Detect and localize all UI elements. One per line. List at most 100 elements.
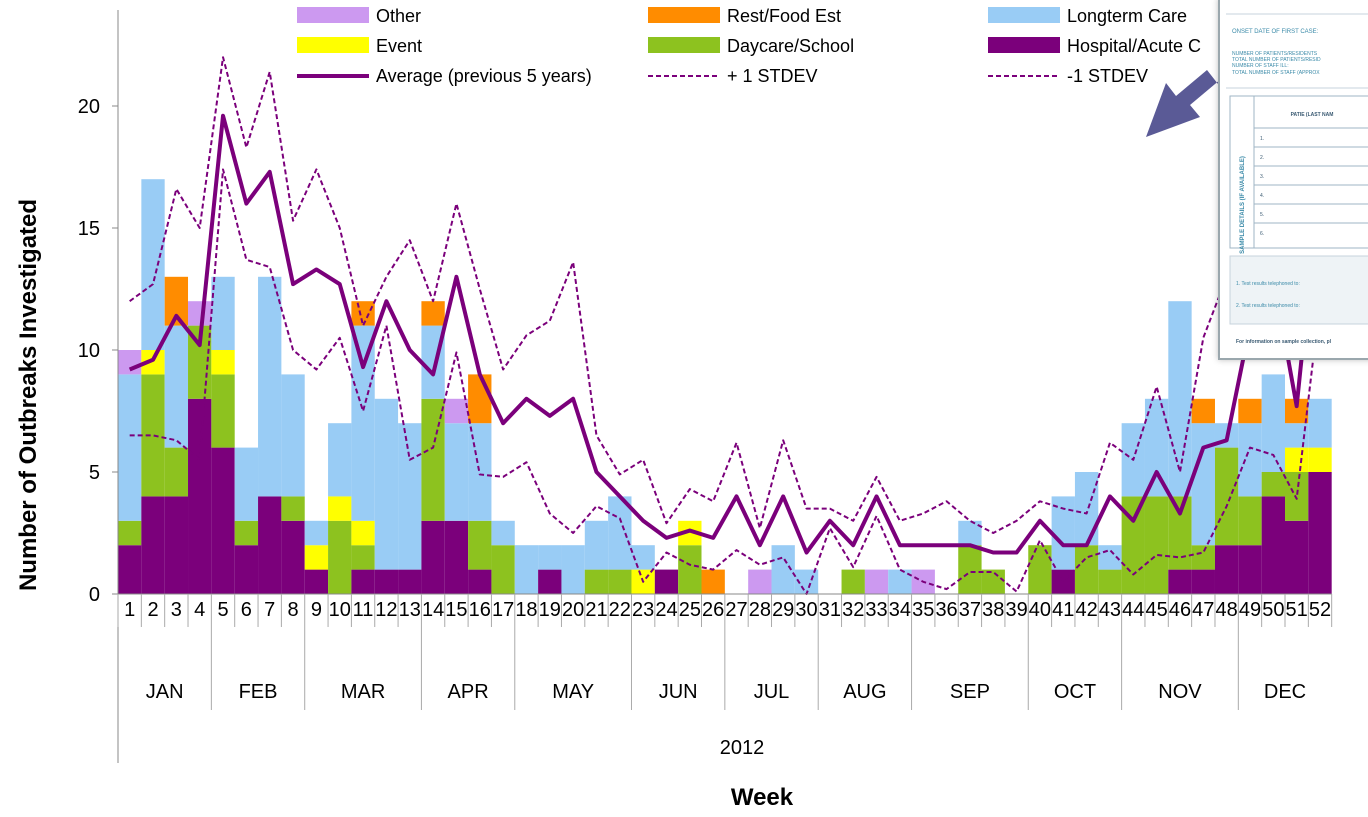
bar-segment xyxy=(1098,569,1122,594)
bar-segment xyxy=(374,569,399,594)
stdev-line xyxy=(129,168,1322,595)
bar-segment xyxy=(304,520,329,546)
bar-segment xyxy=(258,496,282,594)
bar-segment xyxy=(351,325,375,521)
trend-lines xyxy=(128,56,1322,595)
bar-segment xyxy=(444,398,469,424)
bar-segment xyxy=(141,496,165,594)
month-label: JAN xyxy=(146,681,184,703)
legend-swatch xyxy=(988,7,1060,23)
bar-segment xyxy=(164,276,189,326)
bar-segment xyxy=(164,447,189,497)
week-tick-label: 43 xyxy=(1099,599,1121,621)
bar-segment xyxy=(1168,569,1192,594)
bar-segment xyxy=(398,423,422,570)
bar-segment xyxy=(328,520,352,594)
week-tick-label: 48 xyxy=(1216,599,1238,621)
bar-segment xyxy=(164,496,189,594)
form-line: ONSET DATE OF FIRST CASE: xyxy=(1232,29,1319,35)
form-line: NUMBER OF STAFF ILL: xyxy=(1232,63,1289,69)
week-tick-label: 23 xyxy=(632,599,654,621)
legend-label: Rest/Food Est xyxy=(727,6,841,26)
bar-segment xyxy=(351,520,375,546)
week-tick-label: 27 xyxy=(725,599,747,621)
form-inset-drawing: ONSET DATE OF FIRST CASE: NUMBER OF PATI… xyxy=(1220,0,1368,358)
week-tick-label: 47 xyxy=(1192,599,1214,621)
bar-segment xyxy=(1191,398,1215,424)
bar-segment xyxy=(1028,545,1052,594)
bar-segment xyxy=(421,301,445,326)
form-inset: ONSET DATE OF FIRST CASE: NUMBER OF PATI… xyxy=(1218,0,1368,360)
legend-label: -1 STDEV xyxy=(1067,66,1148,86)
week-tick-label: 24 xyxy=(655,599,677,621)
bar-segment xyxy=(1261,496,1285,594)
week-tick-label: 18 xyxy=(515,599,537,621)
bar-segment xyxy=(958,545,982,594)
bar-segment xyxy=(304,569,329,594)
y-tick-label: 10 xyxy=(78,340,100,362)
week-tick-label: 52 xyxy=(1309,599,1331,621)
week-tick-label: 25 xyxy=(679,599,701,621)
bar-segment xyxy=(281,520,305,594)
bar-segment xyxy=(1074,545,1099,594)
bar-segment xyxy=(234,545,259,594)
pointer-arrow-icon xyxy=(1146,70,1221,137)
bar-segment xyxy=(678,545,702,594)
form-footer-line: 2. Test results telephoned to: xyxy=(1236,303,1300,309)
form-side-label: SAMPLE DETAILS (IF AVAILABLE) xyxy=(1240,156,1246,254)
bar-segment xyxy=(1285,398,1309,424)
legend-label: Longterm Care xyxy=(1067,6,1187,26)
bar-segment xyxy=(491,520,515,546)
bar-segment xyxy=(538,545,562,570)
bar-segment xyxy=(584,569,609,594)
bar-segment xyxy=(211,374,235,448)
week-tick-label: 8 xyxy=(287,599,298,621)
week-tick-label: 30 xyxy=(795,599,817,621)
week-tick-label: 50 xyxy=(1262,599,1284,621)
month-label: AUG xyxy=(843,681,886,703)
bar-segment xyxy=(468,374,492,424)
bar-segment xyxy=(1168,496,1192,570)
form-line: TOTAL NUMBER OF STAFF (APPROX xyxy=(1232,70,1320,76)
legend-label: Daycare/School xyxy=(727,36,854,56)
x-axis-title: Week xyxy=(731,784,794,811)
week-tick-label: 16 xyxy=(469,599,491,621)
week-tick-label: 37 xyxy=(959,599,981,621)
bar-segment xyxy=(981,569,1005,594)
bar-segment xyxy=(701,569,725,594)
week-tick-label: 45 xyxy=(1146,599,1168,621)
form-row-number: 1. xyxy=(1260,136,1264,142)
bar-segment xyxy=(841,569,865,594)
bar-segment xyxy=(1238,398,1262,424)
bar-segment xyxy=(1051,569,1075,594)
legend-swatch xyxy=(648,37,720,53)
week-tick-label: 1 xyxy=(124,599,135,621)
month-label: MAY xyxy=(552,681,594,703)
bar-segment xyxy=(1144,496,1169,594)
bar-segment xyxy=(1308,398,1332,448)
bar-segment xyxy=(1214,545,1239,594)
month-label: APR xyxy=(448,681,489,703)
bar-segment xyxy=(421,398,445,521)
form-row-number: 3. xyxy=(1260,174,1264,180)
bar-segment xyxy=(304,545,329,570)
week-tick-label: 19 xyxy=(539,599,561,621)
y-axis-title: Number of Outbreaks Investigated xyxy=(15,199,42,591)
bar-segment xyxy=(188,301,212,326)
form-row-number: 4. xyxy=(1260,193,1264,199)
bar-segment xyxy=(351,569,375,594)
bar-segment xyxy=(1238,545,1262,594)
bar-segment xyxy=(1285,520,1309,594)
bar-segment xyxy=(234,447,259,521)
bar-segment xyxy=(1051,496,1075,570)
week-tick-label: 46 xyxy=(1169,599,1191,621)
bar-segment xyxy=(561,545,585,594)
bar-segment xyxy=(1285,472,1309,521)
legend-swatch xyxy=(988,37,1060,53)
y-tick-label: 20 xyxy=(78,96,100,118)
week-tick-label: 49 xyxy=(1239,599,1261,621)
month-label: JUL xyxy=(754,681,790,703)
bar-segment xyxy=(1191,569,1215,594)
